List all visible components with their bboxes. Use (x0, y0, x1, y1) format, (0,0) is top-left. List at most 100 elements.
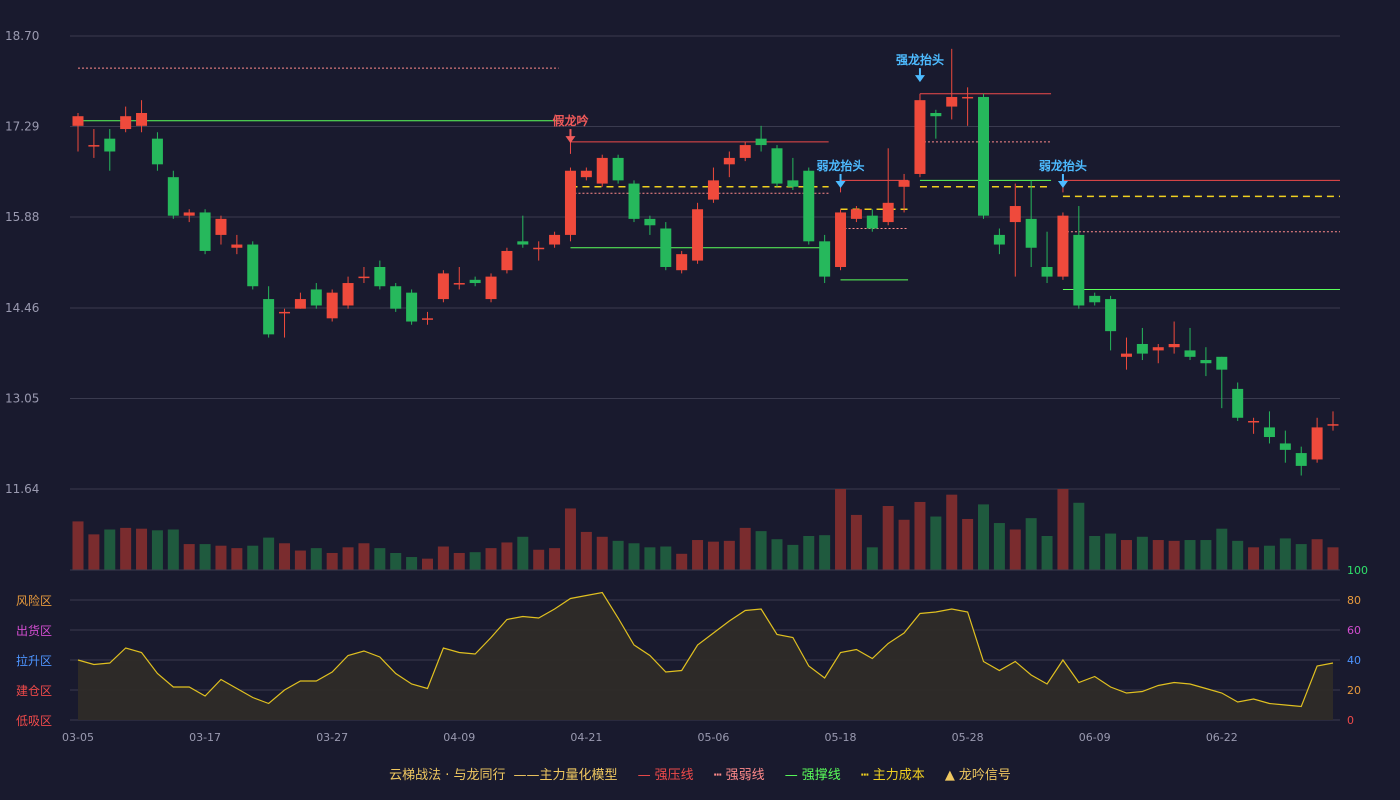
candle-body (1089, 295, 1101, 303)
candle-body (374, 266, 386, 287)
candle-body (485, 276, 497, 300)
candle-body (866, 215, 878, 229)
volume-bar (104, 529, 116, 570)
candle-body (803, 170, 815, 242)
signal-label: 弱龙抬头 (817, 158, 865, 173)
volume-bar (453, 552, 465, 570)
candle-body (326, 292, 338, 319)
candle-body (564, 170, 576, 235)
candle-body (1136, 343, 1148, 354)
candle-body (437, 273, 449, 300)
volume-bar (279, 543, 291, 570)
volume-bar (421, 558, 433, 570)
volume-bar (517, 536, 529, 570)
volume-bar (771, 539, 783, 570)
volume-bar (755, 531, 767, 570)
volume-bar (628, 543, 640, 570)
candle-body (136, 112, 148, 126)
volume-bar (88, 534, 100, 570)
candle-body (835, 212, 847, 267)
volume-bar (485, 548, 497, 570)
volume-bar (1327, 547, 1339, 570)
candle-body (898, 180, 910, 187)
candle-body (1184, 350, 1196, 357)
volume-bar (1025, 518, 1037, 570)
volume-bar (215, 545, 227, 570)
candle-body (342, 283, 354, 306)
volume-bar (676, 553, 688, 570)
volume-bar (1120, 540, 1132, 570)
volume-bar (1089, 535, 1101, 570)
legend-signal: ▲ 龙吟信号 (944, 768, 1011, 783)
volume-bar (692, 540, 704, 570)
volume-bar (1041, 535, 1053, 570)
candle-body (421, 318, 433, 320)
volume-bar (167, 529, 179, 570)
volume-bar (946, 494, 958, 570)
candle-body (88, 145, 100, 147)
legend-model-line: —— (513, 768, 540, 783)
oscillator-tick-label: 80 (1347, 594, 1361, 607)
volume-bar (1152, 540, 1164, 570)
volume-bar (549, 548, 561, 570)
volume-bar (993, 523, 1005, 570)
oscillator-area (78, 592, 1333, 720)
volume-bar (342, 547, 354, 570)
volume-bar (660, 546, 672, 570)
candle-body (787, 180, 799, 187)
x-tick-label: 05-06 (697, 731, 729, 744)
volume-bar (136, 528, 148, 570)
volume-bar (1232, 540, 1244, 570)
candle-body (215, 218, 227, 235)
candle-body (692, 209, 704, 261)
volume-bar (612, 540, 624, 570)
volume-bar (231, 548, 243, 570)
x-tick-label: 06-22 (1206, 731, 1238, 744)
volume-bar (326, 552, 338, 570)
volume-bar (850, 514, 862, 570)
candle-body (946, 96, 958, 107)
candle-body (1009, 206, 1021, 223)
volume-bar (533, 549, 545, 570)
candle-body (739, 145, 751, 158)
volume-bar (1136, 536, 1148, 570)
candle-body (1120, 353, 1132, 357)
candle-body (628, 183, 640, 219)
candle-body (199, 212, 211, 251)
volume-bar (183, 544, 195, 570)
candle-body (406, 292, 418, 322)
volume-bar (962, 518, 974, 570)
candle-body (644, 218, 656, 226)
volume-bar (564, 508, 576, 570)
volume-bar (120, 527, 132, 570)
volume-bar (803, 535, 815, 570)
candle-body (1057, 215, 1069, 277)
legend-pressure: — 强压线 (637, 768, 694, 783)
volume-bar (310, 548, 322, 570)
volume-bar (1279, 538, 1291, 570)
candle-body (1232, 388, 1244, 418)
legend: 云梯战法 · 与龙同行 ——主力量化模型 — 强压线 ┅ 强弱线 — 强撑线 ┅ 主力成本… (0, 764, 1400, 783)
candle-body (962, 96, 974, 99)
volume-bar (1263, 545, 1275, 570)
volume-bar (914, 501, 926, 570)
candle-body (612, 157, 624, 181)
oscillator-zone-label: 风险区 (16, 593, 52, 608)
candle-body (104, 138, 116, 152)
oscillator-tick-label: 40 (1347, 654, 1361, 667)
candle-body (183, 212, 195, 216)
x-tick-label: 04-09 (443, 731, 475, 744)
volume-bar (1168, 540, 1180, 570)
volume-bar (723, 540, 735, 570)
volume-bar (1216, 528, 1228, 570)
volume-bar (644, 547, 656, 570)
candle-body (882, 202, 894, 223)
volume-bar (358, 543, 370, 570)
volume-bar (787, 544, 799, 570)
volume-bar (199, 544, 211, 570)
candle-body (993, 234, 1005, 245)
volume-bar (437, 546, 449, 570)
signal-arrow-icon (914, 75, 925, 83)
signal-label: 弱龙抬头 (1039, 158, 1087, 173)
volume-bar (1009, 529, 1021, 570)
